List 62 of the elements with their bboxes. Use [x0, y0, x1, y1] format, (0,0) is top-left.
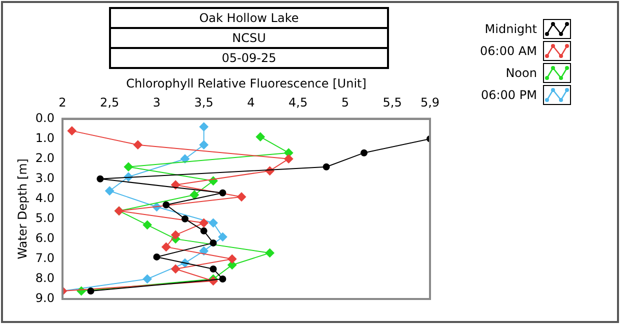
- legend-label: 06:00 AM: [480, 44, 537, 58]
- text: 05-09-25: [109, 47, 389, 69]
- point: [199, 246, 208, 256]
- y-tick-label: 3.0: [35, 170, 54, 185]
- x-tick-label: 5: [341, 96, 350, 110]
- point: [218, 232, 228, 242]
- y-tick-label: 9.0: [35, 291, 54, 306]
- point: [171, 264, 180, 274]
- legend-label: Midnight: [484, 22, 537, 36]
- point: [142, 274, 152, 284]
- point: [142, 220, 152, 230]
- x-tick-label: 5,9: [420, 96, 440, 110]
- x-tick-label: 2: [58, 96, 66, 110]
- y-tick-label: 5.0: [35, 211, 54, 226]
- x-tick-label: 3: [152, 96, 161, 110]
- chart-title: Oak Hollow Lake: [109, 7, 389, 29]
- point: [265, 248, 274, 258]
- point: [190, 190, 199, 200]
- chart-subtitle: NCSU: [109, 27, 389, 49]
- point: [162, 242, 171, 252]
- point: [219, 189, 226, 196]
- point: [181, 215, 188, 222]
- x-tick-label: 4,5: [288, 96, 308, 110]
- point: [237, 192, 246, 202]
- point: [208, 218, 218, 228]
- y-tick-label: 6.0: [35, 231, 54, 246]
- y-tick-label: 8.0: [35, 271, 54, 286]
- point: [219, 275, 226, 282]
- point: [199, 140, 208, 150]
- point: [105, 186, 114, 196]
- x-tick-label: 3,5: [194, 96, 214, 110]
- x-axis-title: Chlorophyll Relative Fluorescence [Unit]: [126, 76, 366, 90]
- legend-label: 06:00 PM: [480, 88, 537, 102]
- point: [322, 163, 330, 170]
- point: [87, 287, 94, 294]
- point: [133, 140, 142, 150]
- point: [162, 201, 170, 208]
- point: [199, 122, 208, 132]
- y-tick-label: 1.0: [35, 130, 54, 145]
- point: [256, 132, 265, 142]
- point: [210, 265, 217, 272]
- point: [200, 227, 208, 234]
- point: [67, 126, 76, 136]
- y-tick-label: 4.0: [35, 191, 54, 206]
- y-tick-label: 2.0: [35, 150, 54, 165]
- point: [124, 162, 133, 172]
- y-axis-title: Water Depth [m]: [15, 158, 30, 260]
- x-tick-label: 4: [247, 96, 255, 110]
- x-tick-label: 5,5: [382, 96, 402, 110]
- point: [210, 239, 217, 246]
- point: [96, 175, 104, 182]
- y-tick-label: 0.0: [35, 110, 54, 125]
- point: [171, 230, 180, 240]
- x-tick-label: 2,5: [100, 96, 120, 110]
- point: [199, 218, 208, 228]
- legend-label: Noon: [506, 66, 537, 80]
- y-tick-label: 7.0: [35, 251, 54, 266]
- point: [228, 254, 237, 264]
- point: [153, 253, 160, 260]
- point: [180, 154, 190, 164]
- point: [360, 149, 368, 156]
- point: [284, 154, 294, 164]
